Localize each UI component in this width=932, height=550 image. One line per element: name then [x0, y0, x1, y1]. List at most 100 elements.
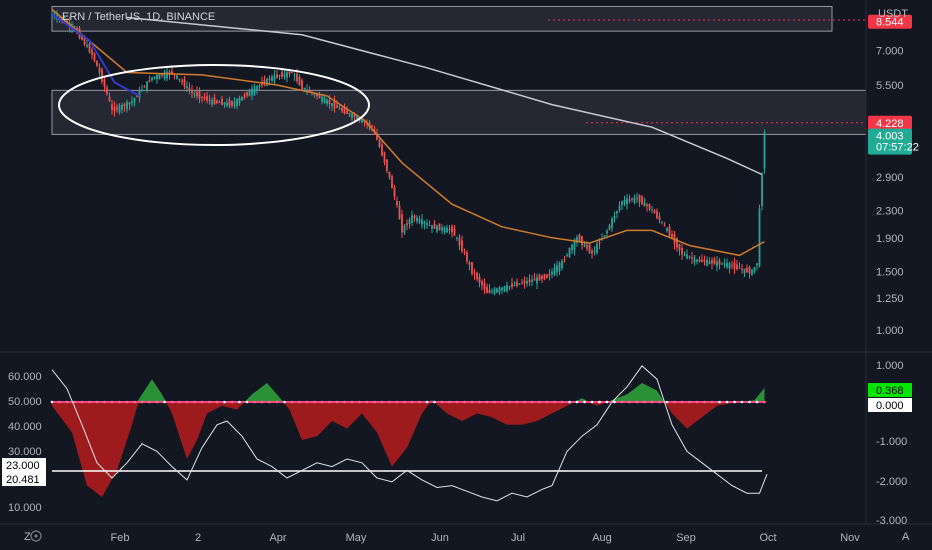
- candle-body: [623, 199, 626, 204]
- candle-body: [726, 262, 728, 268]
- candle-body: [561, 260, 563, 269]
- squeeze-dot: [470, 400, 474, 404]
- candle-body: [671, 234, 673, 238]
- candle-body: [176, 75, 178, 79]
- squeeze-dot: [95, 400, 99, 404]
- svg-text:A: A: [902, 531, 910, 543]
- squeeze-dot: [388, 400, 391, 404]
- candle-body: [603, 235, 606, 237]
- candle-body: [308, 89, 311, 93]
- candle-body: [586, 244, 588, 249]
- oscillator-pane[interactable]: [50, 365, 768, 502]
- candle-body: [188, 87, 191, 91]
- candle-body: [453, 228, 456, 236]
- candle-body: [151, 77, 153, 81]
- candle-body: [761, 174, 763, 207]
- squeeze-dot: [238, 400, 241, 404]
- candle-body: [228, 100, 231, 106]
- candle-body: [251, 88, 253, 96]
- price-pane[interactable]: [51, 5, 867, 296]
- candle-body: [181, 80, 183, 83]
- candle-body: [683, 254, 686, 256]
- squeeze-dot: [485, 400, 489, 404]
- candle-body: [273, 75, 276, 81]
- auto-scale-icon[interactable]: A: [902, 531, 910, 543]
- squeeze-dot: [695, 400, 699, 404]
- candle-body: [523, 280, 526, 284]
- time-tick-label: Aug: [592, 532, 612, 544]
- candle-body: [423, 221, 426, 224]
- price-tick-label: 5.500: [876, 80, 904, 92]
- squeeze-dot: [545, 400, 549, 404]
- candle-body: [711, 260, 713, 264]
- current-value-label: 20.481: [6, 474, 40, 486]
- candle-body: [161, 74, 163, 76]
- candle-body: [548, 273, 551, 276]
- candle-body: [263, 79, 266, 85]
- squeeze-dot: [440, 400, 444, 404]
- squeeze-dot: [508, 400, 511, 404]
- candle-body: [298, 76, 301, 86]
- price-tick-label: 1.000: [876, 325, 904, 337]
- squeeze-dot: [208, 400, 211, 404]
- osc-left-tick-label: 50.000: [8, 396, 42, 408]
- candle-body: [681, 248, 683, 255]
- price-tick-label: 1.250: [876, 293, 904, 305]
- squeeze-dot: [290, 400, 294, 404]
- candle-body: [608, 225, 611, 230]
- candle-body: [383, 152, 386, 163]
- candle-body: [391, 176, 393, 189]
- candle-body: [441, 227, 443, 231]
- ma-blue-line: [51, 13, 140, 97]
- candle-body: [201, 96, 203, 98]
- candle-body: [696, 259, 698, 262]
- candle-body: [436, 225, 438, 232]
- candle-body: [531, 279, 533, 282]
- candle-body: [648, 203, 651, 210]
- price-tick-label: 2.300: [876, 205, 904, 217]
- candle-body: [443, 227, 446, 232]
- candle-body: [483, 282, 486, 290]
- candle-body: [208, 99, 211, 101]
- histogram-value-tag-bg: [868, 383, 912, 397]
- candle-body: [83, 37, 86, 45]
- squeeze-dot: [425, 400, 429, 404]
- candle-body: [558, 262, 561, 272]
- squeeze-dot: [598, 400, 601, 404]
- candle-body: [661, 222, 663, 224]
- candle-body: [231, 101, 233, 106]
- candle-body: [198, 90, 201, 99]
- candle-body: [243, 95, 246, 97]
- squeeze-dot: [200, 400, 204, 404]
- candle-body: [223, 102, 226, 105]
- candle-body: [371, 125, 373, 128]
- settings-icon[interactable]: [30, 530, 42, 542]
- time-tick-label: 2: [195, 532, 201, 544]
- candle-body: [713, 259, 716, 265]
- candle-body: [573, 239, 576, 250]
- histogram-value-tag: 0.368: [876, 385, 904, 397]
- candle-body: [338, 108, 341, 110]
- candle-body: [606, 230, 608, 234]
- squeeze-dot: [103, 400, 106, 404]
- candle-body: [511, 283, 513, 288]
- candle-body: [451, 226, 453, 233]
- osc-left-tick-label: 60.000: [8, 371, 42, 383]
- squeeze-dot: [133, 400, 136, 404]
- annotation-ellipse: [58, 64, 370, 146]
- squeeze-dot: [313, 400, 316, 404]
- squeeze-dot: [733, 400, 736, 404]
- candle-body: [178, 79, 181, 81]
- squeeze-dot: [523, 400, 526, 404]
- squeeze-dot: [275, 400, 279, 404]
- candle-body: [438, 223, 441, 231]
- candle-body: [326, 99, 328, 104]
- candle-body: [638, 194, 641, 203]
- candle-body: [716, 261, 718, 267]
- candle-body: [591, 250, 593, 254]
- zoom-icon[interactable]: Z: [24, 531, 31, 543]
- squeeze-dot: [253, 400, 256, 404]
- squeeze-dot: [50, 400, 54, 404]
- candle-body: [328, 100, 331, 104]
